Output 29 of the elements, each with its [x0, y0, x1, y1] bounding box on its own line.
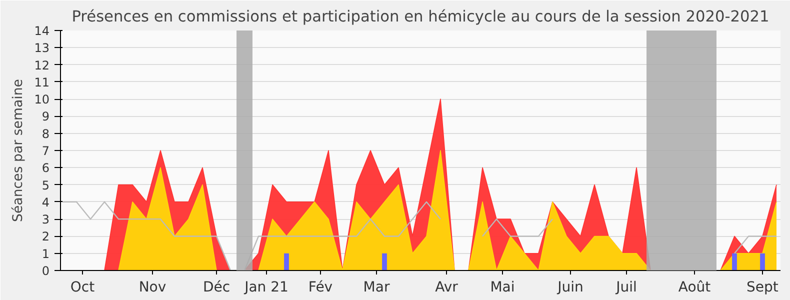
y-tick-label: 9	[42, 110, 50, 124]
y-tick-label: 4	[42, 195, 50, 210]
x-tick-label: Déc	[202, 280, 230, 296]
x-tick-label: Mar	[363, 280, 390, 296]
y-tick-label: 10	[34, 92, 50, 107]
y-axis-title: Séances par semaine	[11, 79, 26, 222]
y-tick-label: 7	[42, 144, 50, 158]
chart-title: Présences en commissions et participation en hémicycle au cours de la session 2020-2021	[72, 8, 770, 26]
y-tick-label: 12	[34, 58, 50, 72]
y-tick-label: 3	[42, 212, 50, 227]
x-tick-label: Nov	[138, 280, 166, 296]
x-tick-label: Juil	[615, 280, 637, 296]
y-tick-label: 2	[42, 230, 50, 244]
x-tick-label: Juin	[556, 280, 584, 296]
x-tick-label: Sept	[746, 280, 779, 296]
y-tick-label: 5	[42, 178, 50, 192]
x-tick-label: Fév	[308, 280, 333, 296]
x-tick-label: Jan 21	[244, 280, 288, 296]
x-tick-label: Oct	[70, 280, 96, 296]
y-tick-label: 0	[42, 264, 50, 278]
y-tick-label: 1	[42, 246, 50, 261]
x-tick-label: Mai	[490, 280, 515, 296]
x-tick-label: Août	[678, 280, 712, 296]
y-tick-label: 11	[34, 75, 50, 90]
y-tick-label: 8	[42, 126, 50, 141]
y-tick-label: 14	[34, 24, 50, 38]
y-tick-label: 13	[34, 41, 50, 56]
x-tick-label: Avr	[435, 280, 458, 296]
y-tick-label: 6	[42, 161, 50, 176]
